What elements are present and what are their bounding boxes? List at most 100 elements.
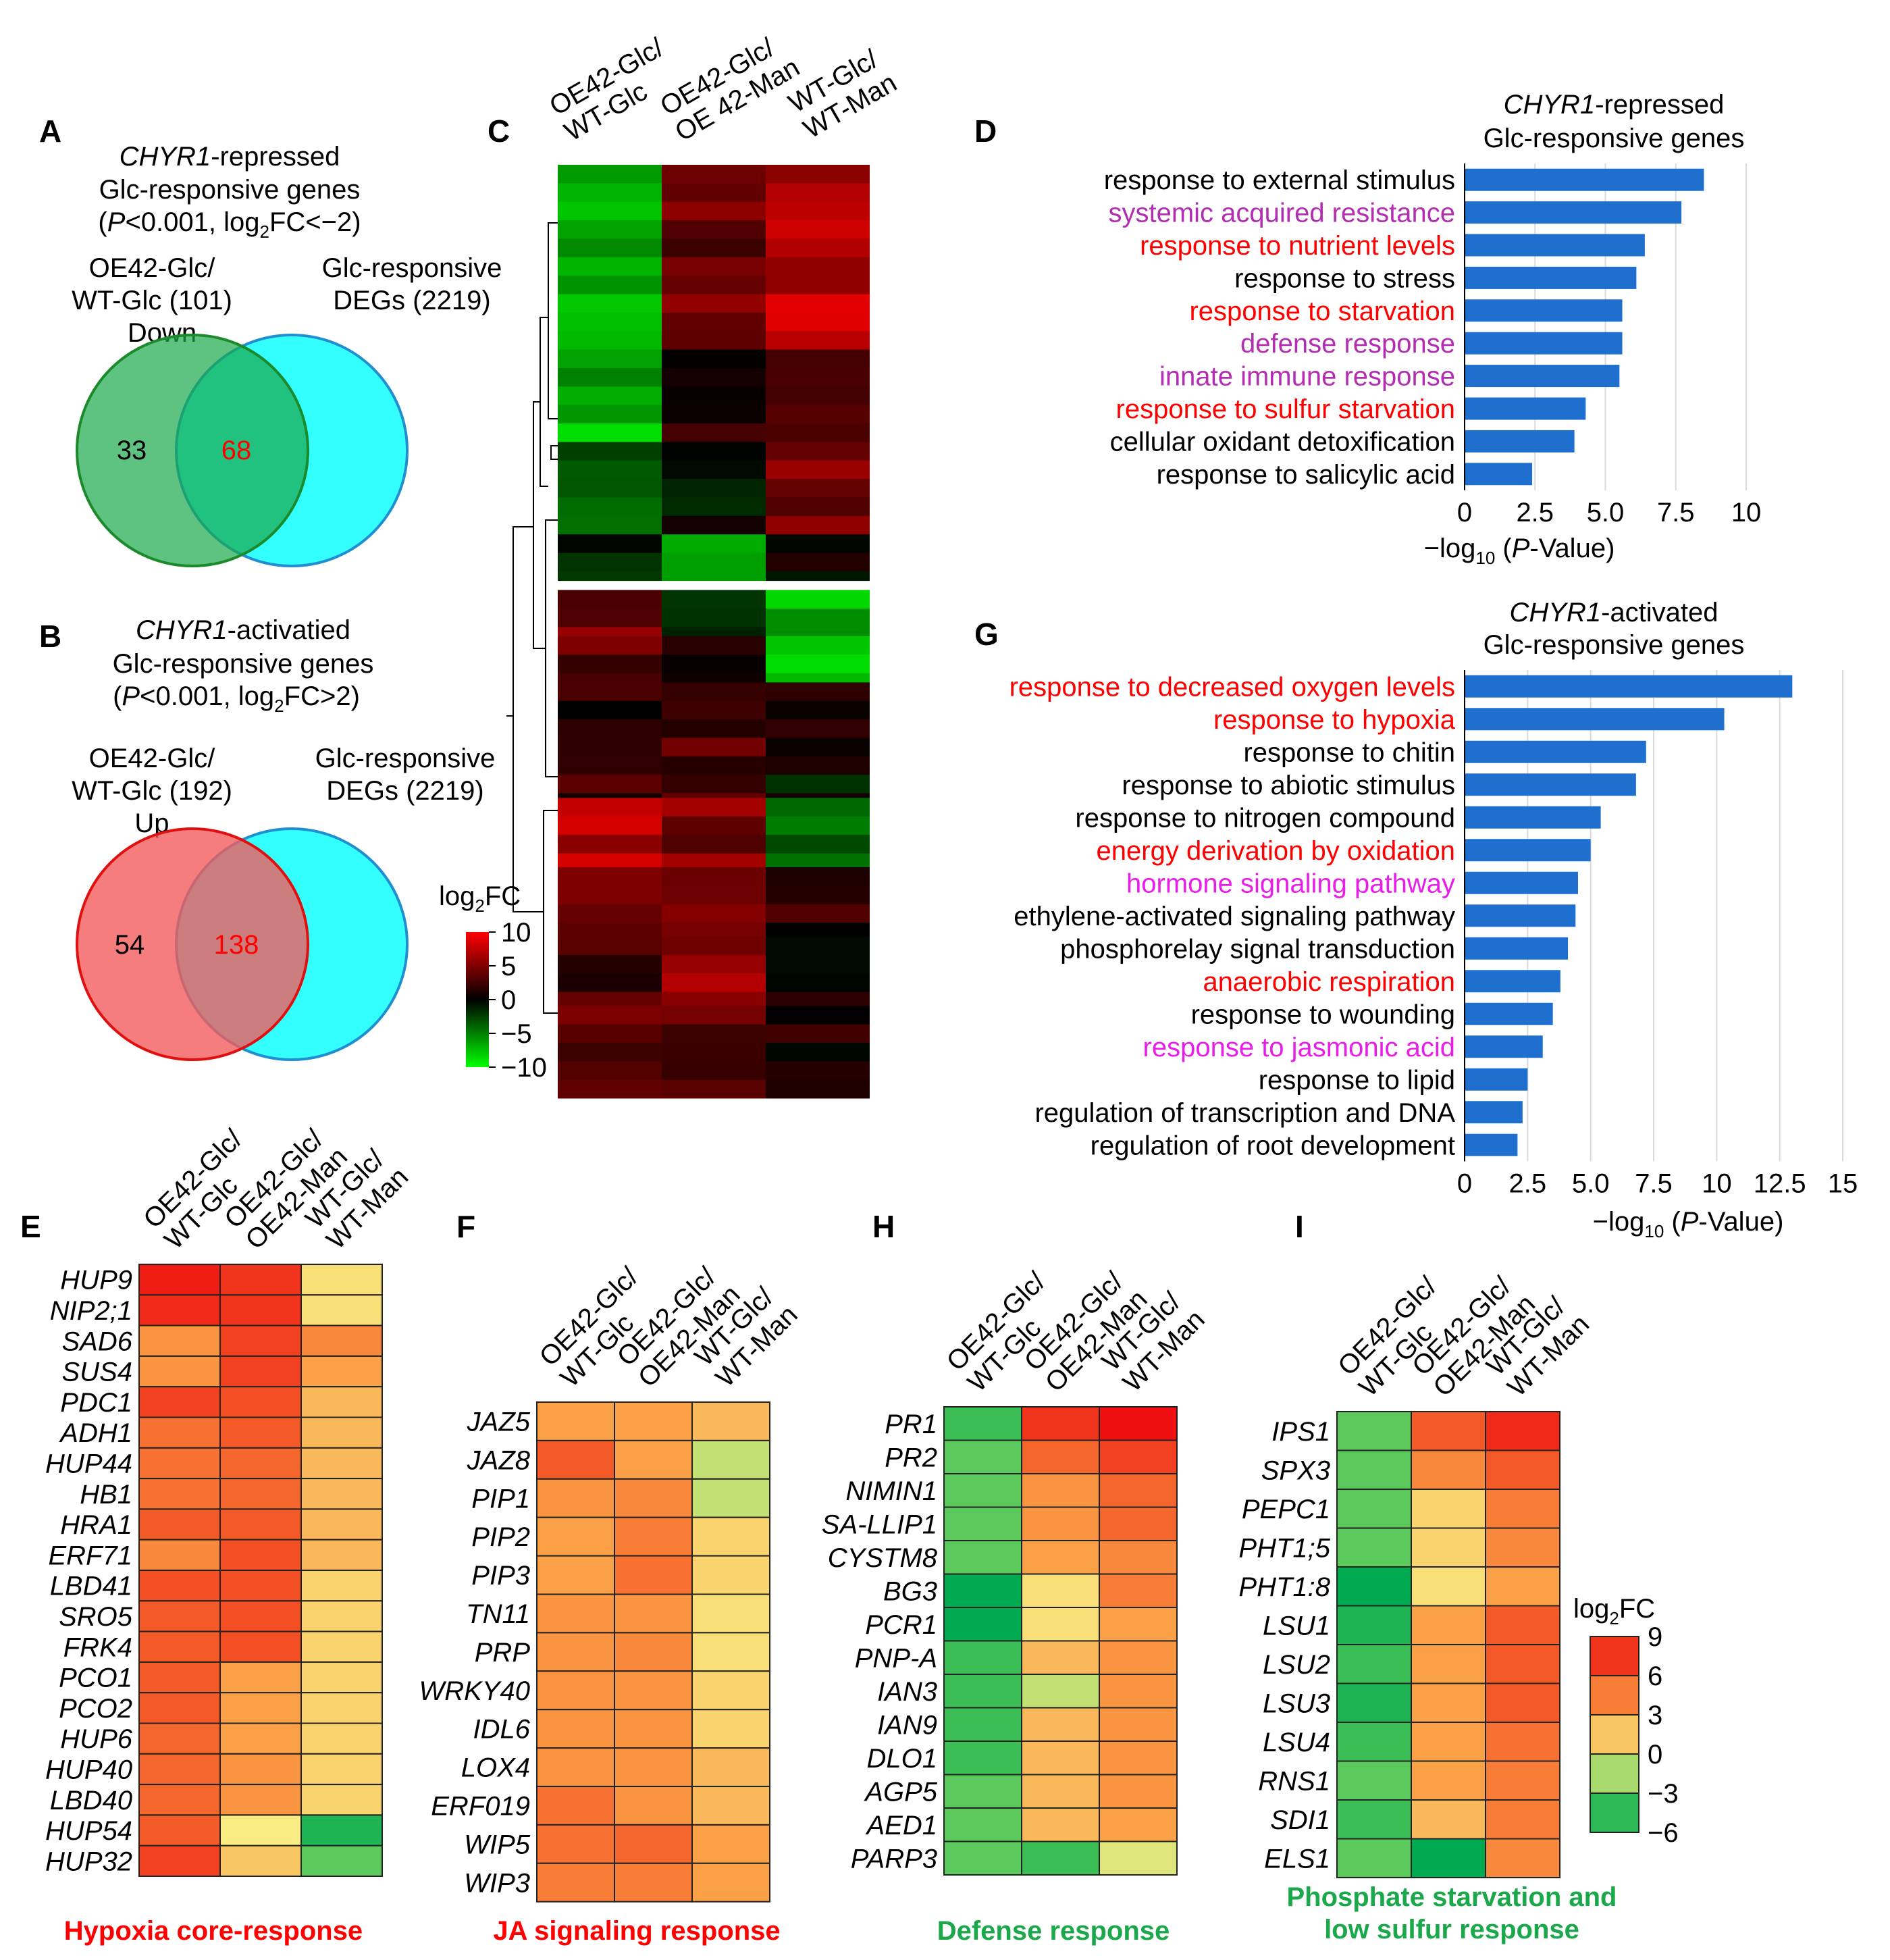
category-label: ethylene-activated signaling pathway: [1014, 902, 1455, 931]
panel-a-condition: (P<0.001, log2FC<−2): [98, 207, 361, 242]
gene-label: HUP9: [60, 1266, 132, 1295]
heat-cell: [558, 460, 662, 480]
gene-label: IAN9: [877, 1710, 937, 1740]
category-label: response to jasmonic acid: [1143, 1033, 1455, 1062]
venn-a-down-circle: [76, 334, 309, 567]
heatmap-h-caption: Defense response: [937, 1916, 1170, 1946]
heat-cell: [662, 700, 766, 720]
heat-cell: [662, 294, 766, 313]
heat-cell: [1336, 1760, 1412, 1801]
panel-g: G CHYR1-activated Glc-responsive genes r…: [974, 598, 1858, 1241]
bar: [1465, 430, 1575, 453]
heat-cell: [662, 719, 766, 738]
heat-cell: [662, 386, 766, 406]
heat-cell: [1099, 1573, 1178, 1608]
gene-label: FRK4: [63, 1632, 132, 1662]
heat-cell: [766, 386, 870, 406]
category-label: response to chitin: [1243, 738, 1455, 767]
heat-cell: [662, 571, 766, 582]
heat-cell: [943, 1406, 1022, 1441]
heat-cell: [558, 719, 662, 738]
heat-cell: [614, 1824, 693, 1864]
heatmap-i: IPS1 SPX3 PEPC1 PHT1;5 PHT1:8 LSU1 LSU2 LSU3 LSU…: [1238, 1270, 1595, 1878]
heat-cell: [300, 1814, 383, 1847]
heat-cell: [691, 1516, 770, 1557]
heat-cell: [1485, 1722, 1560, 1762]
heat-cell: [662, 1006, 766, 1025]
heat-cell: [1099, 1674, 1178, 1709]
heat-cell: [300, 1478, 383, 1510]
heat-cell: [691, 1824, 770, 1864]
heat-cell: [1411, 1722, 1486, 1762]
heatmap-c-colorbar: [466, 932, 489, 1067]
heat-cell: [558, 608, 662, 627]
panel-letter-a: A: [39, 113, 61, 149]
gene-label: NIMIN1: [845, 1476, 937, 1506]
heat-cell: [1336, 1838, 1412, 1878]
heat-cell: [138, 1478, 221, 1510]
bar: [1465, 397, 1586, 420]
legend-swatch: [1590, 1675, 1639, 1716]
category-label: response to starvation: [1189, 296, 1455, 326]
category-label: systemic acquired resistance: [1108, 199, 1455, 228]
heatmap-i-legend: 9 6 3 0 −3 −6: [1590, 1622, 1679, 1848]
bar: [1465, 332, 1623, 355]
x-tick-label: 15: [1828, 1169, 1858, 1199]
heat-cell: [558, 183, 662, 203]
heat-cell: [766, 257, 870, 276]
gene-label: PRP: [475, 1638, 531, 1668]
heat-cell: [766, 816, 870, 835]
legend-tick-label: −5: [501, 1019, 532, 1049]
heat-cell: [219, 1600, 302, 1632]
gene-label: RNS1: [1258, 1766, 1330, 1796]
heat-cell: [558, 991, 662, 1006]
gene-label: PHT1;5: [1238, 1533, 1330, 1563]
category-label: response to nutrient levels: [1140, 231, 1455, 261]
heat-cell: [300, 1294, 383, 1326]
heat-cell: [662, 1024, 766, 1043]
heat-cell: [138, 1294, 221, 1326]
heatmap-c-dendrogram: [506, 222, 558, 1014]
barchart-d-xlabel: −log10 (P-Value): [1424, 534, 1615, 568]
x-tick-label: 0: [1457, 1169, 1472, 1199]
heat-cell: [614, 1670, 693, 1711]
heat-cell: [219, 1294, 302, 1326]
heat-cell: [219, 1478, 302, 1510]
heat-cell: [662, 738, 766, 757]
heat-cell: [662, 367, 766, 387]
bar: [1465, 168, 1704, 191]
heat-cell: [662, 590, 766, 609]
heat-cell: [558, 853, 662, 868]
heat-cell: [1021, 1573, 1100, 1608]
heat-cell: [300, 1692, 383, 1724]
heat-cell: [662, 885, 766, 905]
heat-cell: [662, 534, 766, 554]
barchart-d-title: CHYR1-repressed: [1504, 90, 1725, 120]
heatmap-c-legend-ticks: 10 5 0 −5 −10: [489, 918, 547, 1083]
heat-cell: [558, 515, 662, 535]
heatmap-f: JAZ5 JAZ8 PIP1 PIP2 PIP3 TN11 PRP WRKY40 IDL6 LOX…: [419, 1261, 804, 1903]
heat-cell: [558, 276, 662, 295]
heat-cell: [766, 183, 870, 203]
heat-cell: [1021, 1774, 1100, 1809]
gene-label: ERF71: [49, 1541, 133, 1570]
x-tick-label: 0: [1457, 498, 1472, 527]
dendrogram-branch: [550, 445, 558, 460]
bar: [1465, 365, 1620, 388]
heatmap-i-legend-title: log2FC: [1573, 1594, 1655, 1628]
heat-cell: [536, 1516, 615, 1557]
bar: [1465, 1133, 1518, 1156]
bar: [1465, 740, 1646, 763]
heat-cell: [1021, 1406, 1100, 1441]
heat-cell: [766, 312, 870, 332]
heat-cell: [1485, 1449, 1560, 1490]
dendrogram-branch: [513, 526, 533, 912]
heat-cell: [1099, 1640, 1178, 1675]
venn-a-right-label2: DEGs (2219): [333, 286, 490, 315]
heat-cell: [1411, 1411, 1486, 1451]
heat-cell: [558, 1006, 662, 1025]
heat-cell: [300, 1386, 383, 1418]
heat-cell: [766, 608, 870, 627]
heat-cell: [766, 423, 870, 442]
gene-label: WIP3: [464, 1868, 530, 1898]
